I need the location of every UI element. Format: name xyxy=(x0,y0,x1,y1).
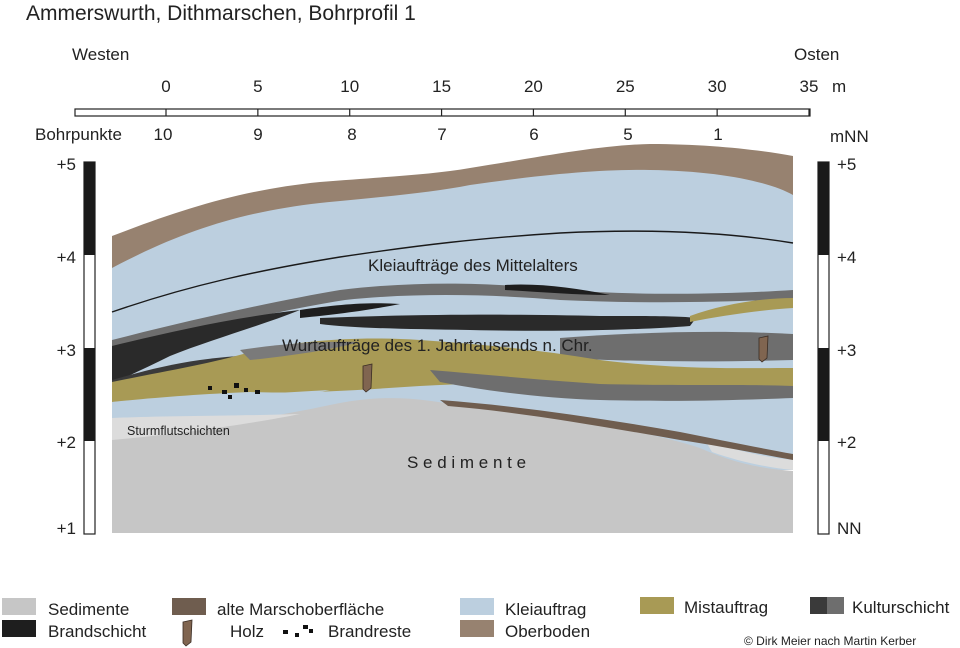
label-sedimente: S e d i m e n t e xyxy=(407,453,526,472)
bohrpunkt-label: 6 xyxy=(529,125,538,144)
distance-tick-label: 15 xyxy=(432,77,451,96)
holz-post-1 xyxy=(362,363,373,393)
legend-item-sedimente: Sedimente xyxy=(2,598,129,619)
mistauftrag-east-upper xyxy=(690,298,793,322)
legend-item-brandreste: Brandreste xyxy=(283,622,411,641)
legend: Sedimente alte Marschoberfläche Kleiauft… xyxy=(2,597,950,647)
right-height-label: +3 xyxy=(837,341,856,360)
sedimente-layer xyxy=(112,398,793,533)
sturmflut-layer xyxy=(112,414,300,440)
legend-item-brandschicht: Brandschicht xyxy=(2,620,147,641)
distance-tick-label: 5 xyxy=(253,77,262,96)
legend-item-holz: Holz xyxy=(182,619,264,647)
left-height-label: +4 xyxy=(57,248,76,267)
bohrpunkt-label: 10 xyxy=(154,125,173,144)
right-height-label: NN xyxy=(837,519,862,538)
right-height-label: +2 xyxy=(837,433,856,452)
diagram-title: Ammerswurth, Dithmarschen, Bohrprofil 1 xyxy=(26,2,416,25)
distance-tick-label: 35 xyxy=(800,77,819,96)
east-label: Osten xyxy=(794,45,839,64)
height-unit-label: mNN xyxy=(830,127,869,146)
bohrpunkte-label: Bohrpunkte xyxy=(35,125,122,144)
legend-item-kleiauftrag: Kleiauftrag xyxy=(460,598,586,619)
label-klei-mittelalter: Kleiaufträge des Mittelalters xyxy=(368,256,578,275)
bohrpunkt-label: 7 xyxy=(437,125,446,144)
right-height-labels: +5 +4 +3 +2 NN xyxy=(837,155,862,538)
right-height-label: +5 xyxy=(837,155,856,174)
mittelalter-boundary-line xyxy=(111,230,794,313)
left-height-bar xyxy=(83,161,96,535)
distance-tick-label: 30 xyxy=(708,77,727,96)
alte-marschoberflaeche-layer xyxy=(440,400,793,460)
distance-tick-label: 20 xyxy=(524,77,543,96)
right-height-label: +4 xyxy=(837,248,856,267)
legend-item-oberboden: Oberboden xyxy=(460,620,590,641)
kulturschicht-wurt-gray xyxy=(240,341,360,360)
distance-scale-bar xyxy=(74,108,811,117)
holz-post-2 xyxy=(758,335,769,363)
left-height-labels: +5 +4 +3 +2 +1 xyxy=(57,155,76,538)
left-height-label: +1 xyxy=(57,519,76,538)
soil-profile: Kleiaufträge des Mittelalters Wurtaufträ… xyxy=(111,144,794,533)
right-height-bar xyxy=(817,161,830,535)
left-height-label: +3 xyxy=(57,341,76,360)
bohrpunkt-label: 5 xyxy=(623,125,632,144)
svg-text:Sedimente: Sedimente xyxy=(48,600,129,619)
kulturschicht-east-mid xyxy=(560,331,793,362)
kulturschicht-lower-east xyxy=(430,370,793,401)
svg-text:alte Marschoberfläche: alte Marschoberfläche xyxy=(217,600,384,619)
charcoal-icon xyxy=(283,625,313,637)
svg-text:Kleiauftrag: Kleiauftrag xyxy=(505,600,586,619)
bohrpunkt-label: 8 xyxy=(347,125,356,144)
brandschicht-west-wedge xyxy=(112,310,300,384)
brandschicht-upper-2 xyxy=(300,303,400,318)
left-height-label: +5 xyxy=(57,155,76,174)
svg-text:Brandschicht: Brandschicht xyxy=(48,622,147,641)
svg-text:Mistauftrag: Mistauftrag xyxy=(684,598,768,617)
bohrpunkte-row: 10 9 8 7 6 5 1 xyxy=(154,125,723,144)
svg-text:Kulturschicht: Kulturschicht xyxy=(852,598,950,617)
label-sturmflutschichten: Sturmflutschichten xyxy=(127,424,230,438)
svg-text:Oberboden: Oberboden xyxy=(505,622,590,641)
legend-item-kulturschicht: Kulturschicht xyxy=(810,597,950,617)
credit-text: © Dirk Meier nach Martin Kerber xyxy=(744,634,916,648)
kleiauftrag-strip xyxy=(112,390,330,414)
distance-tick-label: 25 xyxy=(616,77,635,96)
west-label: Westen xyxy=(72,45,129,64)
bohrpunkt-label: 9 xyxy=(253,125,262,144)
legend-item-mistauftrag: Mistauftrag xyxy=(640,597,768,617)
kulturschicht-upper xyxy=(112,283,793,352)
wood-icon xyxy=(182,619,193,647)
left-height-label: +2 xyxy=(57,433,76,452)
svg-text:Brandreste: Brandreste xyxy=(328,622,411,641)
bohrpunkt-label: 1 xyxy=(713,125,722,144)
brandreste-cluster xyxy=(208,383,260,399)
svg-text:Holz: Holz xyxy=(230,622,264,641)
label-wurtauftraege: Wurtaufträge des 1. Jahrtausends n. Chr. xyxy=(282,336,593,355)
brandschicht-band xyxy=(320,314,696,331)
distance-tick-label: 10 xyxy=(340,77,359,96)
distance-tick-label: 0 xyxy=(161,77,170,96)
brandschicht-upper-1 xyxy=(505,284,610,295)
distance-scale: 0 5 10 15 20 25 30 35 m xyxy=(74,77,846,117)
legend-item-alte-marschoberflaeche: alte Marschoberfläche xyxy=(172,598,384,619)
distance-unit: m xyxy=(832,77,846,96)
